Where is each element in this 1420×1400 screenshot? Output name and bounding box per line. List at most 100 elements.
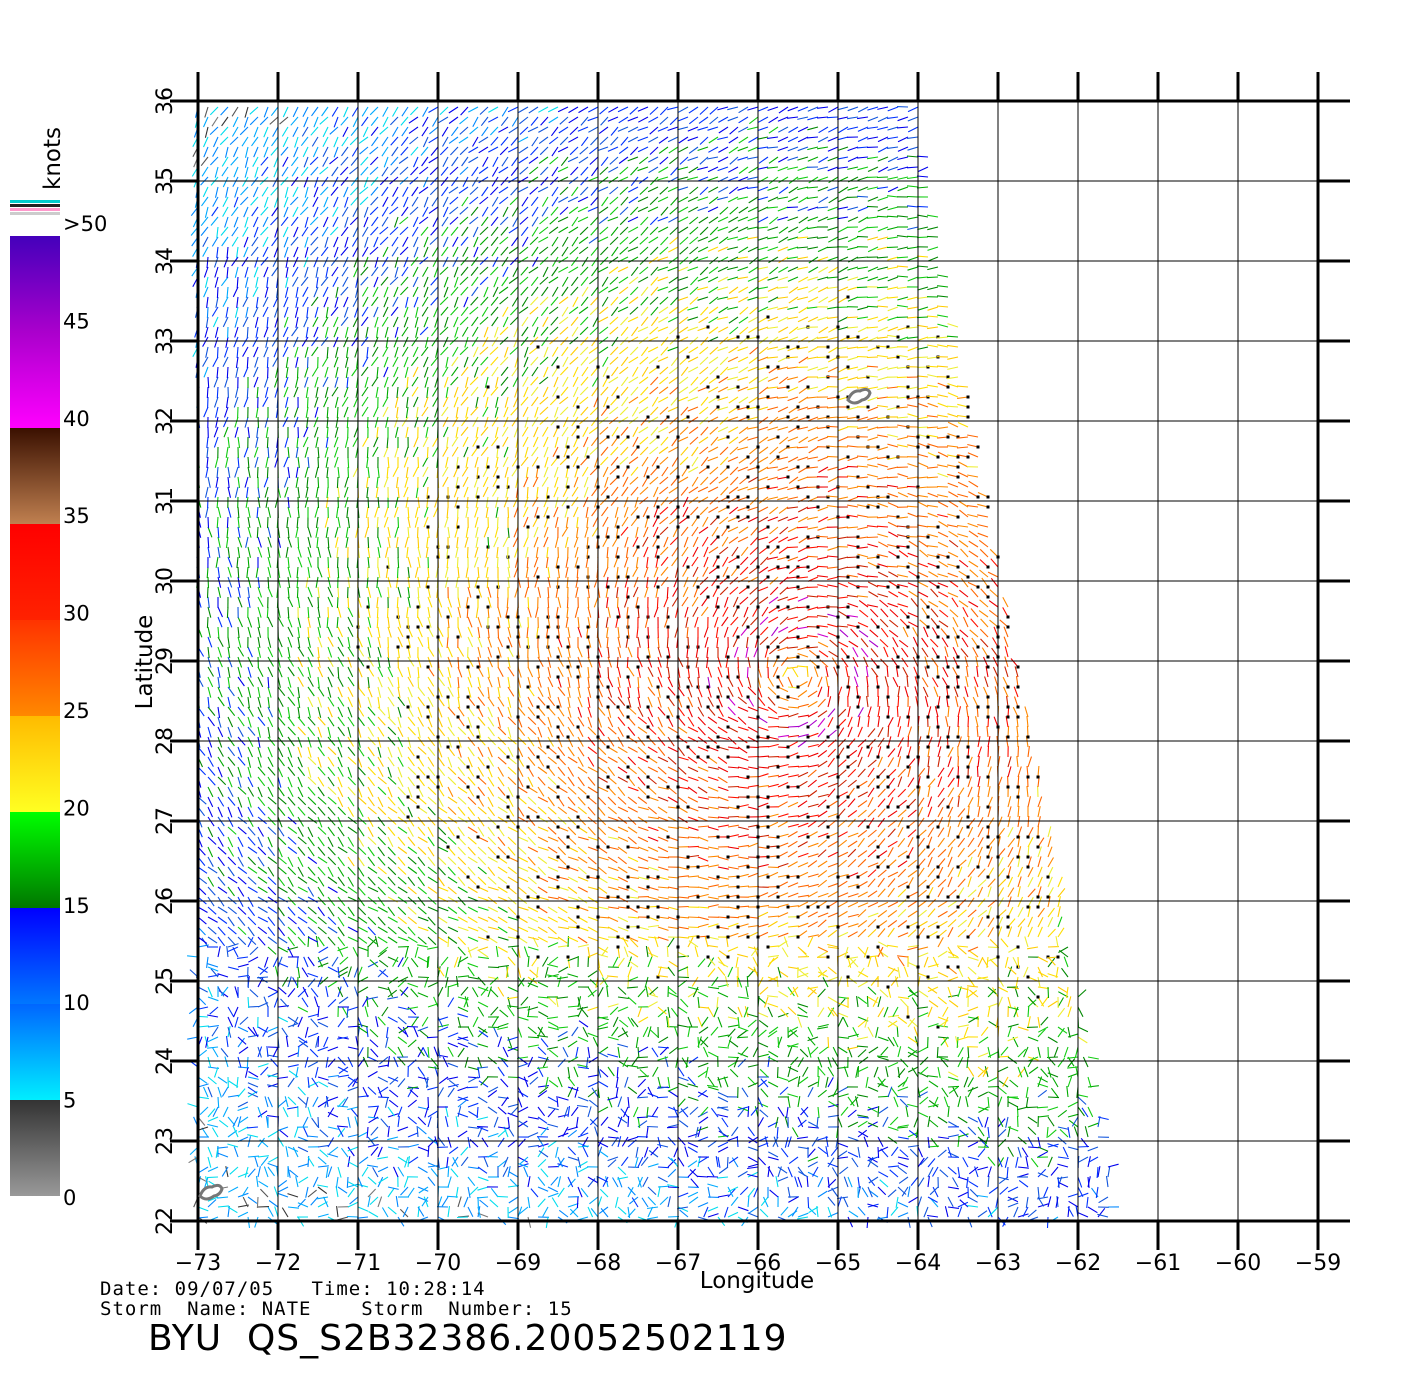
wind-vector <box>937 1056 949 1061</box>
wind-vector <box>327 936 336 946</box>
wind-vector <box>257 756 262 768</box>
wind-vector <box>827 976 839 982</box>
wind-vector <box>557 1026 569 1029</box>
rain-flag <box>936 1025 940 1029</box>
wind-vector <box>507 1005 519 1008</box>
wind-vector <box>350 1108 359 1118</box>
wind-vector <box>659 1196 669 1205</box>
wind-vector <box>577 776 585 787</box>
wind-vector <box>377 936 388 944</box>
rain-flag <box>926 845 930 849</box>
wind-vector <box>777 821 788 828</box>
rain-flag <box>476 775 480 779</box>
wind-vector <box>784 1116 789 1128</box>
wind-vector <box>397 866 407 875</box>
wind-vector <box>1057 876 1063 888</box>
wind-vector <box>207 1156 212 1168</box>
wind-vector <box>873 1066 879 1078</box>
wind-vector <box>582 1146 589 1158</box>
wind-vector <box>437 1016 444 1028</box>
wind-vector <box>907 847 914 858</box>
wind-vector <box>1037 1089 1048 1098</box>
wind-vector <box>325 1166 329 1178</box>
wind-vector <box>927 1136 930 1148</box>
wind-vector <box>667 826 679 829</box>
wind-vector <box>657 936 669 941</box>
wind-vector <box>907 1051 919 1058</box>
wind-vector <box>628 960 639 968</box>
wind-vector <box>627 856 639 863</box>
wind-vector <box>311 1077 319 1088</box>
wind-vector <box>373 1106 379 1118</box>
wind-vector <box>1026 716 1029 728</box>
wind-vector <box>807 779 817 788</box>
wind-vector <box>657 726 666 736</box>
wind-vector <box>307 886 315 897</box>
wind-vector <box>267 946 277 955</box>
wind-vector <box>697 726 706 736</box>
rain-flag <box>576 915 580 919</box>
wind-vector <box>447 896 458 904</box>
wind-vector <box>297 1086 306 1096</box>
rain-flag <box>686 865 690 869</box>
wind-vector <box>717 1076 722 1088</box>
rain-flag <box>646 875 650 879</box>
wind-vector <box>197 1096 209 1100</box>
wind-vector <box>887 871 899 878</box>
wind-vector <box>857 818 866 828</box>
wind-vector <box>247 776 254 788</box>
wind-vector <box>900 998 909 1008</box>
wind-vector <box>417 1146 429 1152</box>
legend-swatch <box>10 428 60 524</box>
wind-vector <box>947 796 954 808</box>
wind-vector <box>417 786 424 797</box>
wind-vector <box>357 966 363 978</box>
wind-vector <box>352 1076 359 1087</box>
wind-vector <box>947 1085 960 1088</box>
wind-vector <box>897 716 901 728</box>
wind-vector <box>727 922 739 928</box>
wind-vector <box>617 726 624 737</box>
wind-vector <box>827 862 839 868</box>
wind-vector <box>1025 1086 1029 1098</box>
wind-vector <box>497 1137 505 1148</box>
wind-vector <box>957 765 960 778</box>
wind-vector <box>899 1098 909 1108</box>
wind-vector <box>277 1076 289 1080</box>
wind-vector <box>258 1180 269 1188</box>
wind-vector <box>307 736 312 748</box>
wind-vector <box>657 856 670 859</box>
rain-flag <box>696 865 700 869</box>
wind-vector <box>297 786 304 798</box>
rain-flag <box>646 735 650 739</box>
wind-vector <box>797 1176 803 1188</box>
wind-vector <box>327 1111 339 1118</box>
wind-vector <box>637 876 649 881</box>
wind-vector <box>907 944 919 948</box>
wind-vector <box>837 1196 849 1200</box>
wind-vector <box>787 1096 791 1108</box>
wind-vector <box>988 1091 999 1098</box>
wind-vector <box>927 868 936 878</box>
wind-vector <box>357 756 363 768</box>
wind-vector <box>617 756 627 765</box>
wind-vector <box>567 1106 571 1118</box>
wind-vector <box>557 886 569 891</box>
wind-vector <box>1047 1196 1052 1208</box>
wind-vector <box>777 801 788 808</box>
wind-vector <box>497 786 506 796</box>
wind-vector <box>487 886 499 891</box>
wind-vector <box>817 988 826 998</box>
wind-vector <box>527 1006 531 1018</box>
wind-vector <box>378 959 389 968</box>
rain-flag <box>556 755 560 759</box>
wind-vector <box>737 1107 746 1118</box>
wind-vector <box>457 886 468 894</box>
wind-vector <box>1057 906 1061 918</box>
wind-vector <box>897 996 909 1000</box>
wind-vector <box>647 1206 654 1218</box>
rain-flag <box>686 705 690 709</box>
wind-vector <box>467 766 475 777</box>
wind-vector <box>832 1046 839 1058</box>
